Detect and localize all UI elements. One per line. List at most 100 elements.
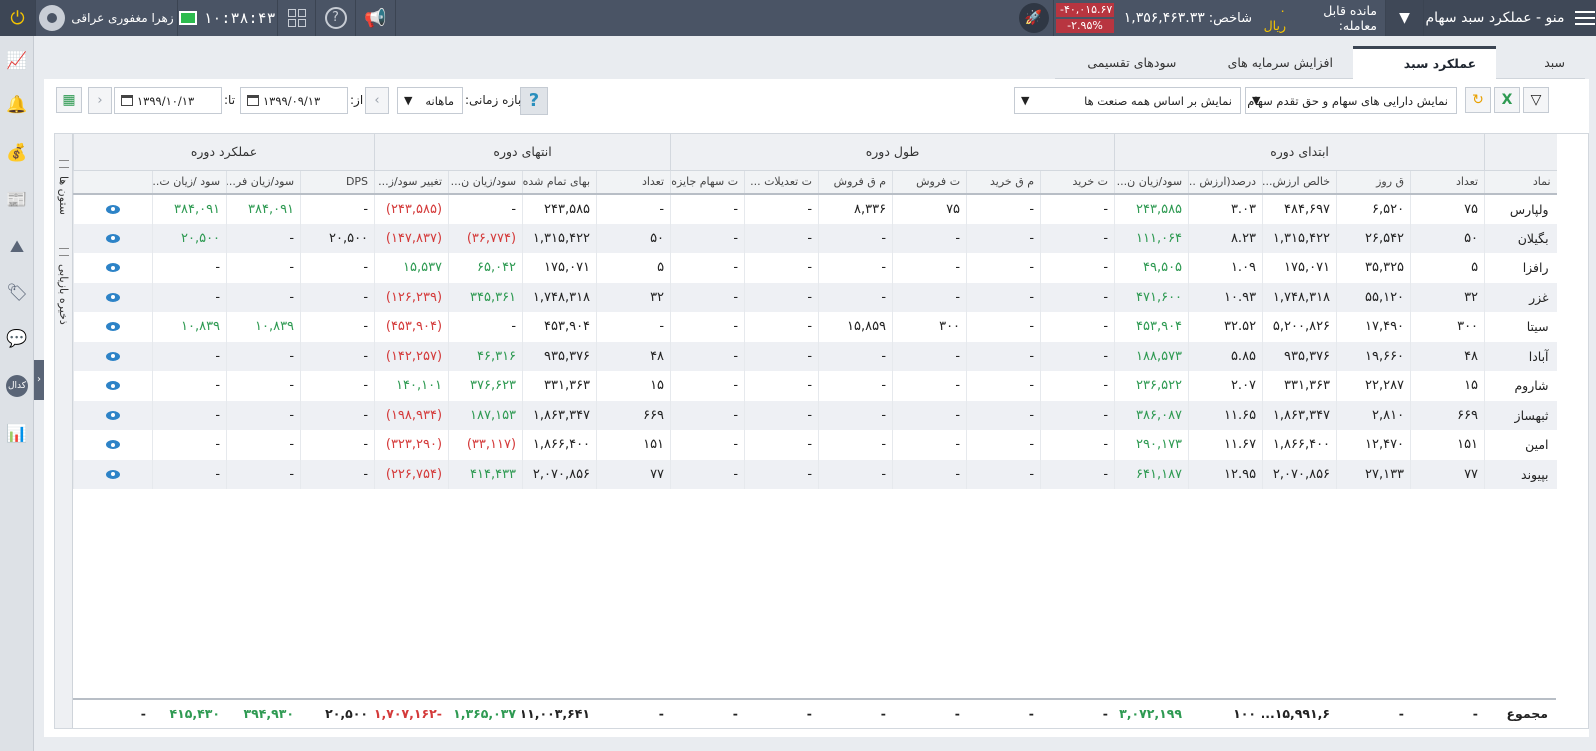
symbol-cell[interactable]: آبادا — [1484, 341, 1557, 371]
menu-title: منو - عملکرد سبد سهام — [1425, 10, 1565, 26]
totals-cell: ۱۱,۰۰۳,۶۴۱ — [522, 698, 596, 727]
table-cell: - — [966, 253, 1041, 283]
news-icon[interactable]: 📰 — [6, 190, 28, 210]
view-details-button[interactable] — [72, 312, 153, 342]
expand-button[interactable]: ▼ — [1386, 0, 1424, 36]
table-cell: - — [892, 223, 967, 253]
help-button[interactable]: ? — [520, 87, 548, 115]
column-header[interactable]: ت سهام جایزه — [670, 170, 745, 195]
industry-select[interactable]: نمایش بر اساس همه صنعت ها ▼ — [1014, 87, 1241, 114]
column-header[interactable]: م ق فروش — [818, 170, 893, 195]
eye-icon — [106, 440, 121, 450]
column-header[interactable]: سود /زیان ت... — [152, 170, 227, 195]
column-header[interactable]: تعداد — [1410, 170, 1485, 195]
view-details-button[interactable] — [72, 341, 153, 371]
period-select[interactable]: ماهانه ▼ — [397, 87, 463, 114]
column-header[interactable]: تعداد — [596, 170, 671, 195]
column-header[interactable]: ت تعدیلات ... — [744, 170, 819, 195]
collapse-sidebar-button[interactable]: › — [34, 360, 44, 400]
tab-capital-increase[interactable]: افزایش سرمایه های من — [1196, 46, 1353, 103]
table-cell: ۶۴۱,۱۸۷ — [1114, 459, 1189, 489]
view-details-button[interactable] — [72, 194, 153, 224]
table-cell: - — [1040, 312, 1115, 342]
clock: ۱۰:۳۸:۴۳ — [178, 0, 278, 36]
filter-button[interactable]: ▽ — [1523, 87, 1549, 113]
chart-line-icon[interactable]: 📈 — [6, 51, 28, 71]
view-details-button[interactable] — [72, 253, 153, 283]
symbol-cell[interactable]: شاروم — [1484, 371, 1557, 401]
save-restore-toggle[interactable]: ذخیره بازیابی — [57, 264, 70, 325]
table-row[interactable]: ولپارس ۷۵ ۶,۵۲۰ ۴۸۴,۶۹۷ ۳.۰۳ ۲۴۳,۵۸۵- -۷۵ ۸,۳۳۶… — [72, 194, 1557, 224]
symbol-cell[interactable]: ولپارس — [1484, 194, 1557, 224]
table-cell: - — [152, 459, 227, 489]
column-header[interactable]: م ق خرید — [966, 170, 1041, 195]
main-menu-button[interactable]: منو - عملکرد سبد سهام — [1424, 0, 1596, 36]
symbol-cell[interactable]: امین — [1484, 430, 1557, 460]
to-date-field[interactable]: ۱۳۹۹/۱۰/۱۳ — [114, 87, 222, 114]
calendar-settings-button[interactable]: ▦ — [56, 87, 82, 113]
column-header[interactable]: DPS — [300, 170, 375, 195]
table-row[interactable]: بپیوند ۷۷ ۲۷,۱۳۳ ۲,۰۷۰,۸۵۶ ۱۲.۹۵ ۶۴۱,۱۸۷- - - - -… — [72, 459, 1557, 489]
drag-handle-icon[interactable] — [59, 248, 69, 256]
tab-portfolio-performance[interactable]: عملکرد سبد سهام — [1352, 46, 1497, 101]
view-details-button[interactable] — [72, 459, 153, 489]
column-header[interactable]: بهای تمام شده — [522, 170, 597, 195]
column-header[interactable]: خالص ارزش... — [1262, 170, 1337, 195]
column-header[interactable]: سود/زیان ن... — [1114, 170, 1189, 195]
column-header[interactable]: سود/زیان ن... — [448, 170, 523, 195]
from-date-field[interactable]: ۱۳۹۹/۰۹/۱۳ — [240, 87, 348, 114]
symbol-cell[interactable]: سیتا — [1484, 312, 1557, 342]
table-cell: - — [448, 312, 523, 342]
column-header[interactable]: ت فروش — [892, 170, 967, 195]
eye-icon — [106, 469, 121, 479]
view-details-button[interactable] — [72, 223, 153, 253]
column-header[interactable]: سود/زیان فر... — [226, 170, 301, 195]
index-label: شاخص: — [1208, 10, 1252, 26]
column-header[interactable]: ق روز — [1336, 170, 1411, 195]
layout-grid-button[interactable] — [278, 0, 316, 36]
tag-icon[interactable]: 🏷 — [6, 283, 28, 303]
tab-dividends[interactable]: سودهای تقسیمی من — [1055, 46, 1197, 103]
symbol-cell[interactable]: غزر — [1484, 282, 1557, 312]
kadal-icon[interactable]: کدال — [6, 375, 28, 397]
column-header[interactable]: ت خرید — [1040, 170, 1115, 195]
table-row[interactable]: بگیلان ۵۰ ۲۶,۵۴۲ ۱,۳۱۵,۴۲۲ ۸.۲۳ ۱۱۱,۰۶۴- - - - - -… — [72, 223, 1557, 253]
table-row[interactable]: شاروم ۱۵ ۲۲,۲۸۷ ۳۳۱,۳۶۳ ۲.۰۷ ۲۳۶,۵۲۲- - - - - -۱۵ ۳… — [72, 371, 1557, 401]
asset-type-select[interactable]: نمایش دارایی های سهام و حق تقدم سهام ▼ — [1245, 87, 1457, 114]
view-details-button[interactable] — [72, 430, 153, 460]
announcement-button[interactable]: 📢 — [356, 0, 396, 36]
mountain-chart-icon[interactable]: ⛰ — [9, 237, 25, 257]
gear-icon[interactable] — [39, 5, 66, 31]
money-bag-icon[interactable]: 💰 — [6, 143, 28, 163]
drag-handle-icon[interactable] — [59, 160, 69, 168]
column-header[interactable]: نماد — [1484, 170, 1557, 195]
prev-period-button[interactable]: ‹ — [365, 87, 389, 114]
table-row[interactable]: رافزا ۵ ۳۵,۳۲۵ ۱۷۵,۰۷۱ ۱.۰۹ ۴۹,۵۰۵- - - - - -۵ ۱۷۵,… — [72, 253, 1557, 283]
table-row[interactable]: سیتا ۳۰۰ ۱۷,۴۹۰ ۵,۲۰۰,۸۲۶ ۳۲.۵۲ ۴۵۳,۹۰۴- -۳۰۰ ۱… — [72, 312, 1557, 342]
symbol-cell[interactable]: بگیلان — [1484, 223, 1557, 253]
refresh-button[interactable]: ↻ — [1465, 87, 1491, 113]
column-header[interactable]: تغییر سود/ز... — [374, 170, 449, 195]
symbol-cell[interactable]: بپیوند — [1484, 459, 1557, 489]
table-row[interactable]: ثبهساز ۶۶۹ ۲,۸۱۰ ۱,۸۶۳,۳۴۷ ۱۱.۶۵ ۳۸۶,۰۸۷- - - - -… — [72, 400, 1557, 430]
columns-toggle[interactable]: ستون ها — [57, 176, 70, 215]
excel-button[interactable]: X — [1494, 87, 1520, 113]
rocket-button[interactable]: 🚀 — [1014, 0, 1054, 36]
symbol-cell[interactable]: رافزا — [1484, 253, 1557, 283]
view-details-button[interactable] — [72, 371, 153, 401]
table-row[interactable]: آبادا ۴۸ ۱۹,۶۶۰ ۹۳۵,۳۷۶ ۵.۸۵ ۱۸۸,۵۷۳- - - - - -۴۸ ۹… — [72, 341, 1557, 371]
symbol-cell[interactable]: ثبهساز — [1484, 400, 1557, 430]
view-details-button[interactable] — [72, 282, 153, 312]
power-icon[interactable]: ⏻ — [0, 0, 36, 36]
faq-icon[interactable]: 💬 — [6, 329, 28, 349]
column-header[interactable]: درصد(ارزش ... — [1188, 170, 1263, 195]
next-period-button[interactable]: › — [88, 87, 112, 114]
view-details-button[interactable] — [72, 400, 153, 430]
table-row[interactable]: غزر ۳۲ ۵۵,۱۲۰ ۱,۷۴۸,۳۱۸ ۱۰.۹۳ ۴۷۱,۶۰۰- - - - - -۳۲… — [72, 282, 1557, 312]
tab-portfolio[interactable]: سبد سهام — [1496, 46, 1585, 103]
user-menu[interactable]: زهرا مغفوری عراقی — [36, 0, 178, 36]
trend-icon[interactable]: 📊 — [6, 424, 28, 444]
bell-icon[interactable]: 🔔 — [6, 95, 28, 115]
help-button[interactable]: ? — [316, 0, 356, 36]
table-row[interactable]: امین ۱۵۱ ۱۲,۴۷۰ ۱,۸۶۶,۴۰۰ ۱۱.۶۷ ۲۹۰,۱۷۳- - - - - -… — [72, 430, 1557, 460]
